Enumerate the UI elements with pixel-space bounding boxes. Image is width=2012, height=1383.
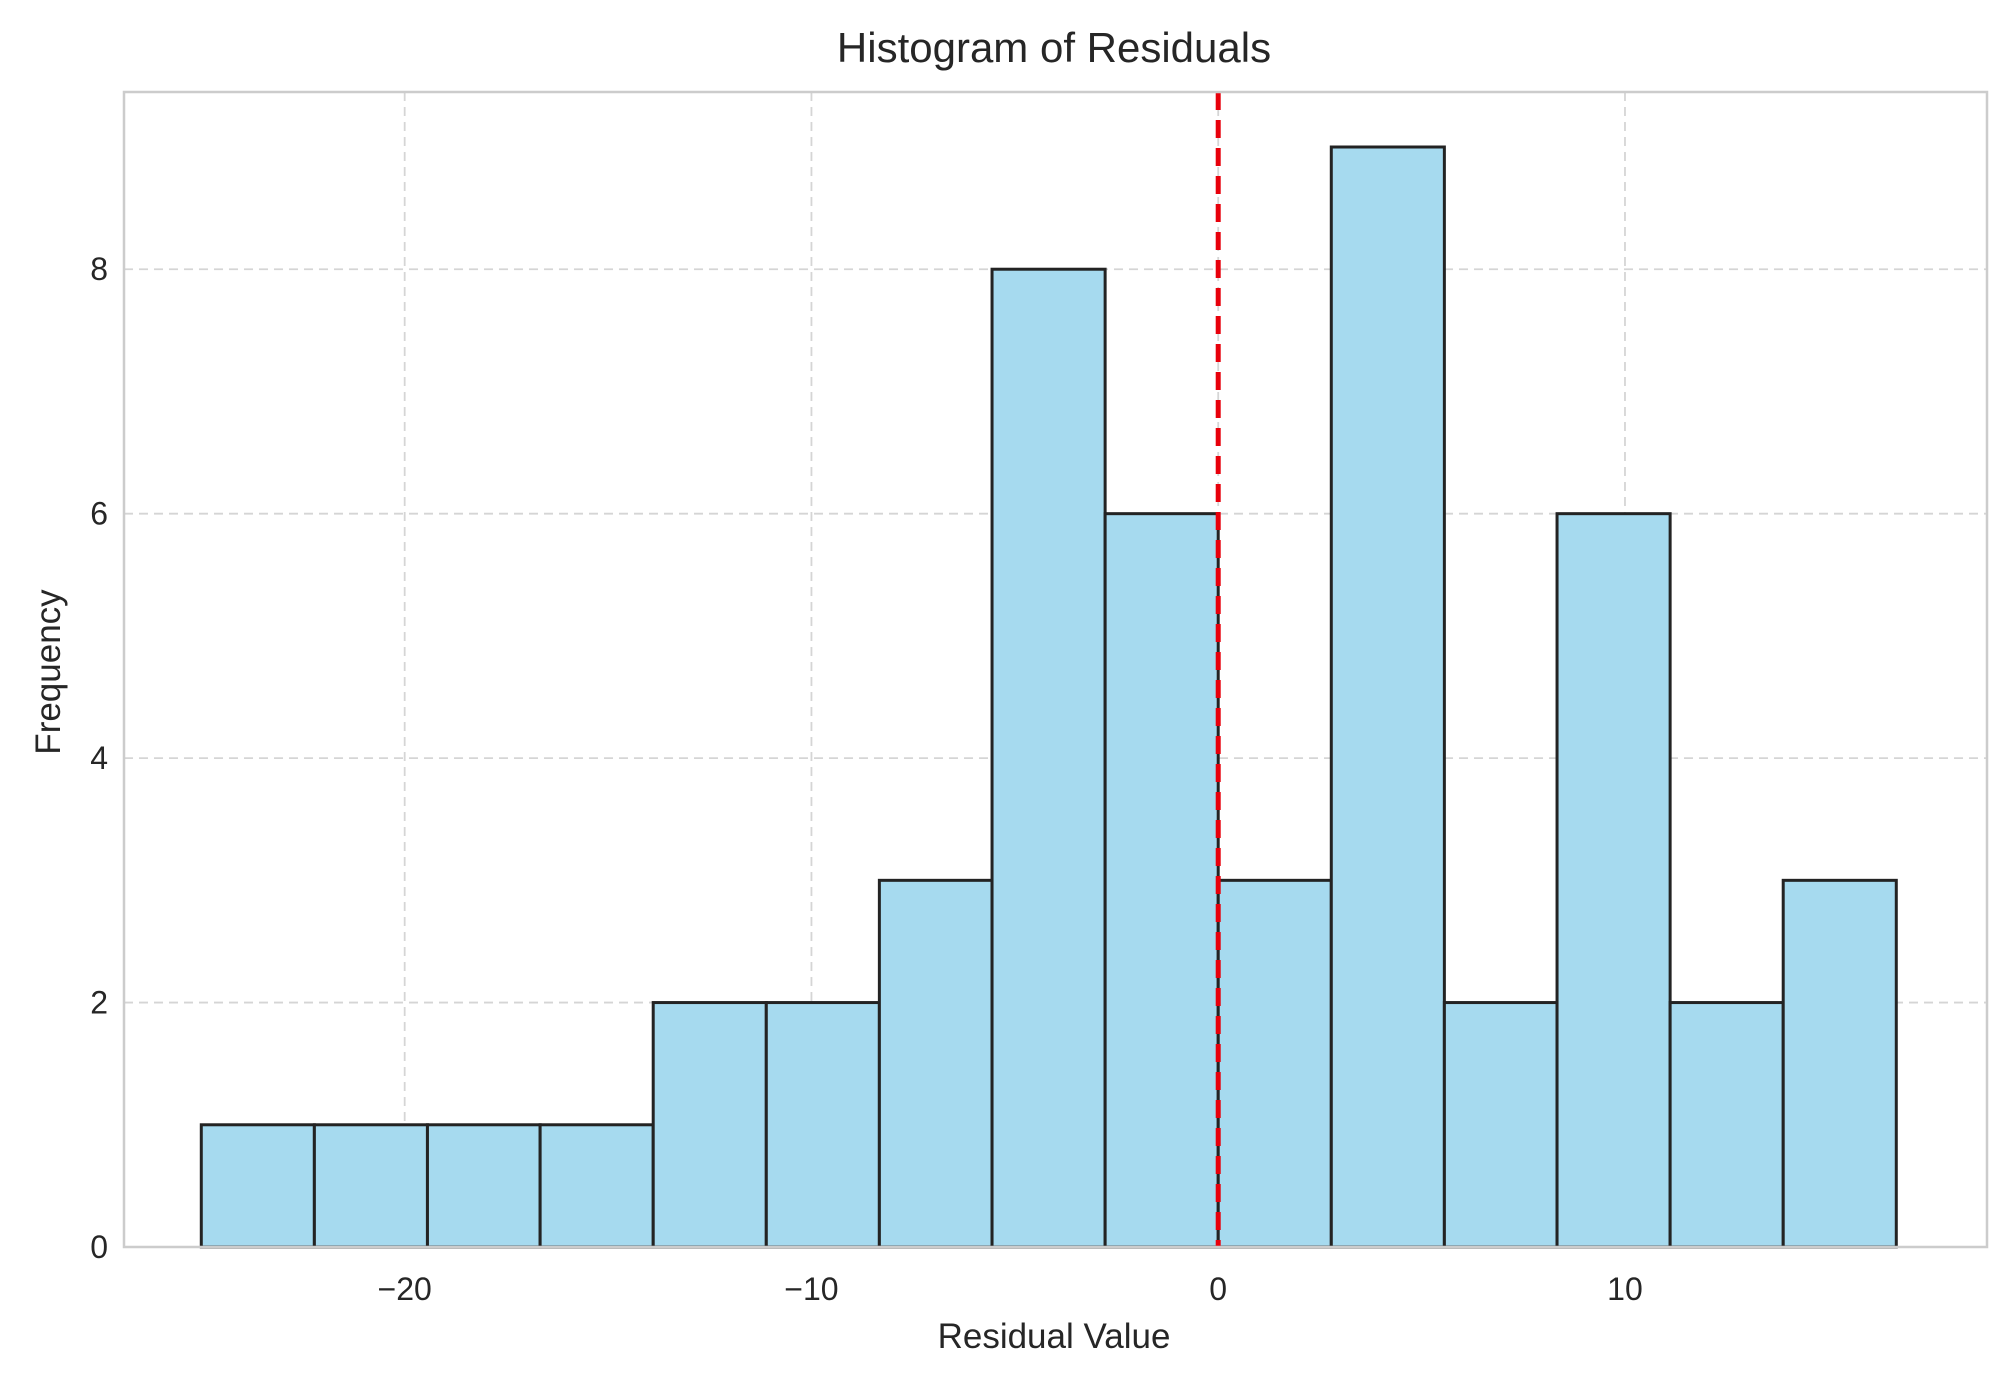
histogram-bar — [199, 1123, 316, 1249]
y-tick-label: 4 — [90, 740, 108, 776]
y-tick-label: 2 — [90, 985, 108, 1021]
histogram-bar — [1668, 1001, 1785, 1249]
histogram-bar — [538, 1123, 655, 1249]
histogram-bar — [425, 1123, 542, 1249]
histogram-bars — [199, 145, 1898, 1249]
y-axis-ticks: 0 2 4 6 8 — [90, 251, 108, 1265]
histogram-bar — [312, 1123, 429, 1249]
histogram-bar — [1216, 878, 1333, 1249]
y-tick-label: 6 — [90, 496, 108, 532]
x-tick-label: 0 — [1209, 1271, 1227, 1307]
y-tick-label: 0 — [90, 1229, 108, 1265]
x-axis-ticks: −20 −10 0 10 — [378, 1271, 1643, 1307]
chart-title: Histogram of Residuals — [837, 24, 1271, 71]
x-axis-label: Residual Value — [938, 1317, 1171, 1356]
histogram-bar — [877, 878, 994, 1249]
histogram-bar — [1442, 1001, 1559, 1249]
histogram-bar — [1781, 878, 1898, 1249]
histogram-bar — [764, 1001, 881, 1249]
histogram-bar — [1329, 145, 1446, 1249]
plot-area-frame — [122, 90, 1989, 1249]
y-axis-label: Frequency — [29, 589, 68, 755]
histogram-bar — [1103, 512, 1220, 1249]
x-tick-label: −20 — [378, 1271, 432, 1307]
x-tick-label: −10 — [784, 1271, 838, 1307]
histogram-bar — [1555, 512, 1672, 1249]
x-tick-label: 10 — [1607, 1271, 1643, 1307]
y-tick-label: 8 — [90, 251, 108, 287]
histogram-bar — [651, 1001, 768, 1249]
histogram-bar — [990, 267, 1107, 1249]
